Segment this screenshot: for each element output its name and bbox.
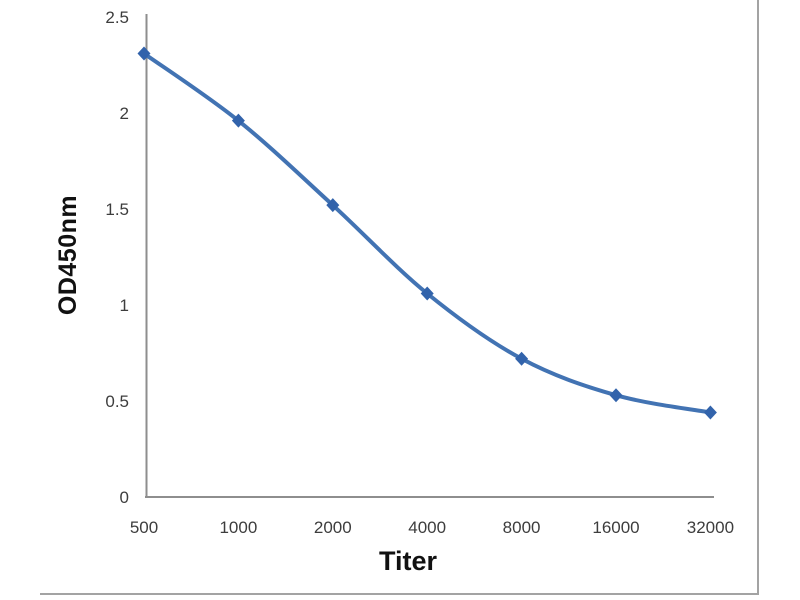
- y-tick-label: 1: [119, 296, 129, 315]
- image-border-bottom: [40, 593, 759, 595]
- x-tick-label: 8000: [502, 518, 541, 537]
- data-point-marker: [609, 388, 623, 403]
- y-tick-label: 0: [119, 488, 129, 507]
- x-axis-title: Titer: [378, 546, 438, 576]
- data-point-marker: [703, 405, 717, 420]
- x-tick-label: 4000: [408, 518, 447, 537]
- y-axis-title: OD450nm: [54, 194, 82, 316]
- y-tick-label: 2: [119, 104, 129, 123]
- y-tick-label: 1.5: [105, 200, 129, 219]
- data-point-marker: [515, 351, 529, 366]
- data-point-marker: [420, 286, 434, 301]
- y-tick-label: 2.5: [105, 8, 129, 27]
- x-tick-label: 32000: [686, 518, 735, 537]
- x-tick-label: 500: [129, 518, 159, 537]
- x-tick-label: 1000: [219, 518, 258, 537]
- y-tick-label: 0.5: [105, 392, 129, 411]
- axes: [145, 14, 714, 498]
- data-point-marker: [231, 113, 245, 128]
- data-point-marker: [137, 46, 151, 61]
- x-tick-label: 16000: [592, 518, 640, 537]
- image-border-right: [757, 0, 759, 594]
- data-point-markers: [137, 46, 717, 420]
- data-series-line: [142, 51, 713, 415]
- x-tick-label: 2000: [313, 518, 352, 537]
- data-point-marker: [326, 198, 340, 213]
